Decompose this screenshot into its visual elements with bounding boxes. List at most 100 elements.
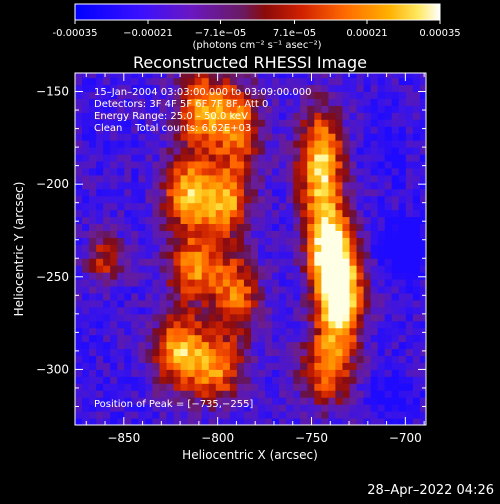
heatmap-cell [412,293,421,301]
heatmap-cell [152,154,160,162]
heatmap-cell [328,341,336,350]
heatmap-cell [117,362,125,370]
heatmap-cell [131,181,139,190]
heatmap-cell [180,147,189,155]
heatmap-cell [370,126,379,134]
heatmap-cell [377,355,386,363]
heatmap-cell [173,265,182,273]
heatmap-cell [279,272,287,280]
heatmap-cell [131,167,139,176]
heatmap-cell [229,397,238,405]
heatmap-cell [307,140,315,148]
heatmap-cell [243,418,252,425]
heatmap-cell [159,174,168,183]
heatmap-cell [321,348,329,357]
heatmap-cell [201,376,210,384]
heatmap-cell [201,223,210,231]
heatmap-cell [272,397,280,405]
heatmap-cell [215,216,224,225]
heatmap-cell [391,404,400,412]
heatmap-cell [208,237,217,245]
heatmap-cell [124,126,132,134]
heatmap-cell [187,98,196,106]
heatmap-cell [194,348,203,357]
heatmap-cell [398,91,407,99]
heatmap-cell [187,404,196,412]
heatmap-cell [335,140,343,148]
heatmap-cell [208,167,217,176]
heatmap-cell [229,105,238,113]
heatmap-cell [82,147,90,155]
heatmap-cell [89,167,97,176]
heatmap-cell [145,73,153,79]
heatmap-cell [124,188,132,197]
heatmap-cell [173,418,182,425]
heatmap-cell [110,286,118,294]
heatmap-cell [314,320,322,329]
heatmap-cell [250,258,259,266]
heatmap-cell [201,167,210,176]
heatmap-cell [377,188,386,197]
heatmap-cell [82,244,90,252]
heatmap-cell [335,404,343,412]
heatmap-cell [138,299,146,308]
heatmap-cell [272,140,280,148]
heatmap-cell [159,258,168,266]
heatmap-cell [96,320,104,329]
heatmap-cell [82,126,90,134]
y-tick-label: −150 [36,85,69,99]
heatmap-cell [96,181,104,190]
heatmap-cell [166,154,175,162]
heatmap-cell [229,202,238,211]
heatmap-cell [293,84,301,93]
heatmap-cell [384,320,393,329]
heatmap-cell [180,140,189,148]
heatmap-cell [145,91,153,99]
heatmap-cell [243,140,252,148]
heatmap-cell [363,251,372,259]
heatmap-cell [75,383,83,391]
heatmap-cell [286,244,294,252]
heatmap-cell [229,272,238,280]
heatmap-cell [110,77,118,86]
heatmap-cell [250,306,259,315]
heatmap-cell [314,306,322,315]
heatmap-cell [328,126,336,134]
heatmap-cell [82,202,90,211]
heatmap-cell [250,265,259,273]
heatmap-cell [110,272,118,280]
heatmap-cell [250,209,259,218]
heatmap-cell [208,411,217,419]
heatmap-cell [173,73,182,79]
heatmap-cell [103,390,111,398]
heatmap-cell [250,390,259,398]
heatmap-cell [293,369,301,377]
heatmap-cell [236,376,245,384]
heatmap-cell [103,140,111,148]
heatmap-cell [335,376,343,384]
heatmap-cell [89,230,97,238]
heatmap-cell [236,272,245,280]
heatmap-cell [300,251,308,259]
heatmap-cell [321,112,329,120]
heatmap-cell [272,341,280,350]
heatmap-cell [250,140,259,148]
heatmap-cell [286,133,294,141]
heatmap-cell [229,167,238,176]
heatmap-cell [314,327,322,336]
heatmap-cell [384,348,393,357]
heatmap-cell [419,341,426,350]
heatmap-cell [258,362,266,370]
heatmap-cell [194,140,203,148]
heatmap-cell [293,154,301,162]
heatmap-cell [384,119,393,127]
heatmap-cell [236,383,245,391]
heatmap-cell [180,77,189,86]
heatmap-cell [194,355,203,363]
heatmap-cell [377,320,386,329]
heatmap-cell [391,209,400,218]
heatmap-cell [384,258,393,266]
heatmap-cell [377,258,386,266]
heatmap-cell [82,167,90,176]
heatmap-cell [328,404,336,412]
